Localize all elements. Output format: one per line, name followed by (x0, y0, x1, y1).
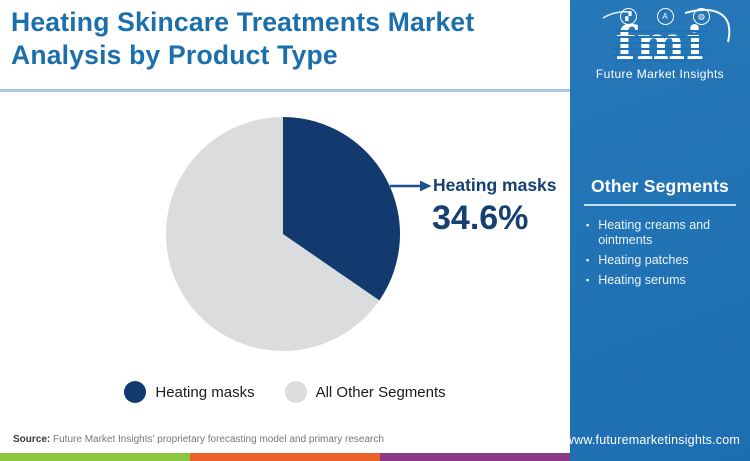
legend-item-all-other-segments: All Other Segments (284, 381, 446, 403)
logo-wordmark: fmi (611, 20, 709, 66)
pie-slice-heating-masks (283, 117, 401, 301)
source-label: Source: (13, 434, 51, 445)
page-title: Heating Skincare Treatments Market Analy… (11, 7, 475, 71)
logo-icons: ▞ A ◍ (620, 8, 710, 25)
pie-slice-all-other-segments (166, 117, 380, 351)
list-item-label: Heating creams and ointments (598, 218, 711, 247)
source-note: Source: Future Market Insights' propriet… (13, 434, 384, 445)
legend-item-heating-masks: Heating masks (124, 381, 255, 403)
list-item-label: Heating serums (598, 273, 686, 287)
legend-label: Heating masks (155, 383, 255, 401)
website-link[interactable]: www.futuremarketinsights.com (564, 433, 740, 447)
bullet-icon: ▪ (586, 220, 590, 230)
logo-wordmark-text: fmi (615, 16, 705, 70)
callout-arrow-head (420, 180, 432, 192)
heading-underline (584, 204, 736, 206)
pie-chart (166, 117, 432, 351)
callout-value: 34.6% (432, 199, 529, 237)
other-segments-list: ▪ Heating creams and ointments ▪ Heating… (584, 218, 736, 288)
other-segments-panel: Other Segments ▪ Heating creams and oint… (584, 176, 736, 293)
footer-strip-green (0, 453, 190, 461)
list-item: ▪ Heating creams and ointments (586, 218, 736, 248)
source-text: Future Market Insights' proprietary fore… (50, 434, 384, 445)
chart-legend: Heating masks All Other Segments (0, 381, 570, 403)
globe-icon: ◍ (693, 8, 710, 25)
footer-strip-purple (380, 453, 570, 461)
pie-slices (166, 117, 401, 351)
list-item: ▪ Heating patches (586, 253, 736, 268)
footer-strip-orange (190, 453, 380, 461)
bullet-icon: ▪ (586, 275, 590, 285)
title-divider (0, 89, 570, 92)
logo-subtitle: Future Market Insights (595, 67, 725, 81)
map-icon: ▞ (620, 8, 637, 25)
bullet-icon: ▪ (586, 255, 590, 265)
footer-strip (0, 453, 570, 461)
list-item: ▪ Heating serums (586, 273, 736, 288)
compass-icon: A (656, 8, 674, 25)
legend-swatch-all-other-segments (284, 381, 307, 403)
legend-label: All Other Segments (315, 383, 446, 401)
other-segments-heading: Other Segments (591, 176, 729, 196)
fmi-logo: ▞ A ◍ fmi Future Market Insights (570, 4, 750, 96)
sidebar: ▞ A ◍ fmi Future Market Insights Other S… (565, 0, 750, 461)
list-item-label: Heating patches (598, 253, 689, 267)
legend-swatch-heating-masks (124, 381, 147, 403)
callout-label: Heating masks (433, 175, 557, 195)
